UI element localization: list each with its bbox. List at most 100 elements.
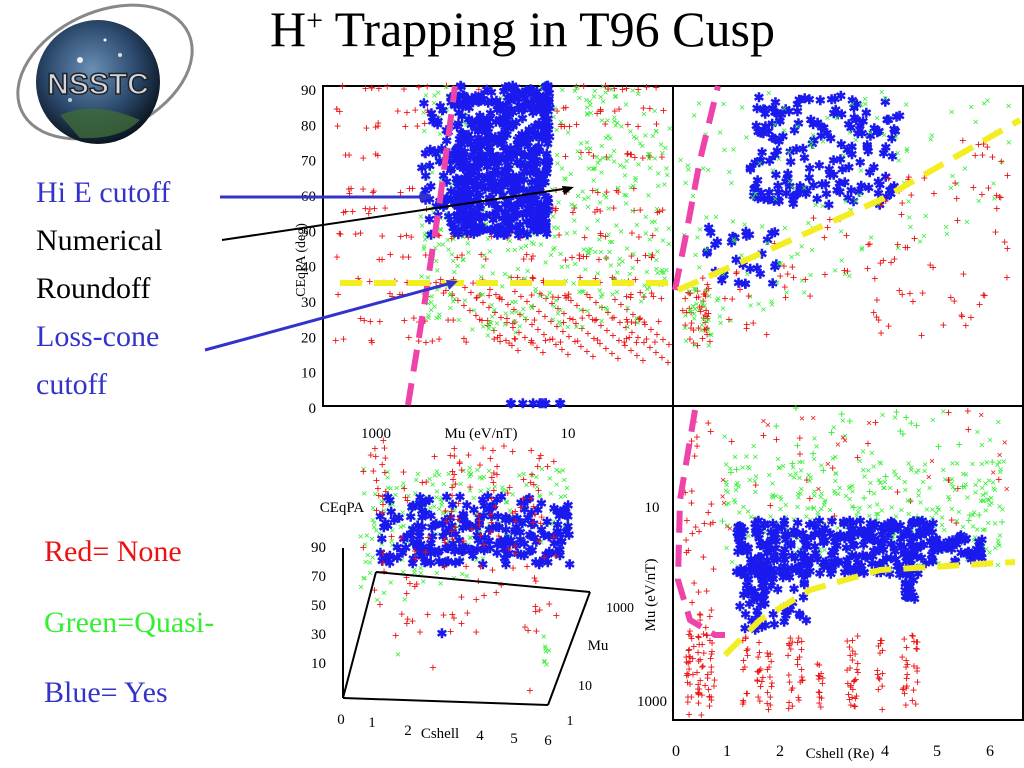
scatter-point: ×	[654, 203, 660, 215]
scatter-point: ×	[832, 265, 838, 277]
bottom-right-xlabel: Cshell (Re)	[806, 746, 875, 762]
scatter-point: ×	[789, 182, 795, 194]
scatter-point: ×	[928, 134, 934, 146]
scatter-point: ×	[1006, 137, 1012, 149]
scatter-point: ×	[551, 242, 557, 254]
scatter-point: +	[403, 105, 410, 120]
scatter-point: +	[332, 333, 339, 348]
scatter-point: +	[553, 319, 560, 334]
scatter-point: ×	[820, 136, 826, 148]
tick-label: 4	[881, 743, 889, 760]
scatter-point: ×	[930, 414, 936, 426]
scatter-point: ×	[691, 110, 697, 122]
scatter-point: +	[729, 292, 736, 307]
scatter-point: ×	[943, 221, 949, 233]
scatter-point: +	[554, 301, 561, 316]
scatter-point: ×	[926, 483, 932, 495]
scatter-point: ×	[435, 87, 441, 99]
scatter-point: +	[602, 117, 609, 132]
scatter-point: +	[597, 204, 604, 219]
scatter-point: ×	[727, 463, 733, 475]
scatter-point: ×	[791, 472, 797, 484]
scatter-point: ×	[697, 224, 703, 236]
scatter-point: +	[415, 334, 422, 349]
scatter-point: +	[557, 117, 564, 132]
scatter-point: +	[693, 438, 700, 453]
scatter-point: +	[640, 101, 647, 116]
scatter-point: +	[420, 147, 427, 162]
scatter-point: +	[650, 289, 657, 304]
scatter-point: +	[739, 662, 746, 677]
scatter-point: +	[844, 263, 851, 278]
scatter-point: ✱	[753, 124, 764, 139]
scatter-point: +	[615, 333, 622, 348]
scatter-point: ×	[934, 502, 940, 514]
scatter-point: ×	[432, 242, 438, 254]
scatter-point: +	[728, 434, 735, 449]
scatter-point: +	[579, 303, 586, 318]
scatter-point: ✱	[540, 79, 551, 94]
scatter-point: +	[630, 203, 637, 218]
scatter-point: +	[517, 289, 524, 304]
scatter-point: +	[548, 296, 555, 311]
scatter-point: ×	[603, 302, 609, 314]
scatter-point: ×	[840, 432, 846, 444]
scatter-point: +	[688, 483, 695, 498]
scatter-point: ✱	[737, 543, 748, 558]
scatter-point: +	[603, 149, 610, 164]
scatter-point: +	[441, 559, 448, 574]
scatter-top-left: + ++++ ++ ++ +++ +++ +++ + ++ ++ ++ ++ +++ ++ ++ + + ++ + +…	[332, 78, 673, 411]
scatter-point: +	[553, 608, 560, 623]
scatter-point: +	[531, 313, 538, 328]
scatter-point: +	[854, 656, 861, 671]
scatter-point: +	[821, 267, 828, 282]
scatter-point: ×	[728, 177, 734, 189]
scatter-point: ✱	[474, 108, 485, 123]
scatter-point: ×	[456, 314, 462, 326]
scatter-point: ×	[630, 205, 636, 217]
scatter-point: ×	[721, 99, 727, 111]
scatter-point: ×	[652, 105, 658, 117]
scatter-point: +	[814, 657, 821, 672]
scatter-point: +	[336, 226, 343, 241]
scatter-point: +	[590, 149, 597, 164]
scatter-point: +	[426, 182, 433, 197]
tick-label: 4	[476, 728, 484, 744]
tick-label: 2	[776, 743, 784, 760]
scatter-point: +	[569, 205, 576, 220]
scatter-point: +	[425, 105, 432, 120]
scatter-point: +	[345, 147, 352, 162]
scatter-point: +	[362, 81, 369, 96]
scatter-point: +	[475, 82, 482, 97]
scatter-point: +	[558, 119, 565, 134]
scatter-point: ×	[438, 224, 444, 236]
scatter-point: ×	[587, 143, 593, 155]
scatter-point: +	[597, 318, 604, 333]
scatter-point: ×	[565, 261, 571, 273]
scatter-point: +	[561, 288, 568, 303]
scatter-point: +	[401, 313, 408, 328]
scatter-point: +	[562, 100, 569, 115]
scatter-point: +	[583, 287, 590, 302]
scatter-point: +	[756, 693, 763, 708]
scatter-point: +	[379, 505, 386, 520]
scatter-point: ✱	[564, 557, 575, 572]
scatter-point: ×	[624, 243, 630, 255]
scatter-point: +	[357, 225, 364, 240]
top-left-ylabel: CEqPA (deg)	[294, 223, 309, 297]
scatter-point: ×	[512, 316, 518, 328]
scatter-point: ✱	[450, 555, 461, 570]
tick-label: 50	[311, 598, 326, 614]
scatter-point: ×	[769, 478, 775, 490]
scatter-point: +	[572, 316, 579, 331]
scatter-point: ×	[770, 165, 776, 177]
scatter-point: +	[424, 103, 431, 118]
scatter-point: +	[806, 288, 813, 303]
scatter-point: +	[549, 200, 556, 215]
scatter-point: +	[372, 146, 379, 161]
scatter-point: ×	[445, 280, 451, 292]
scatter-point: +	[463, 151, 470, 166]
scatter-point: ×	[544, 291, 550, 303]
scatter-point: ×	[643, 228, 649, 240]
scatter-point: ×	[853, 134, 859, 146]
